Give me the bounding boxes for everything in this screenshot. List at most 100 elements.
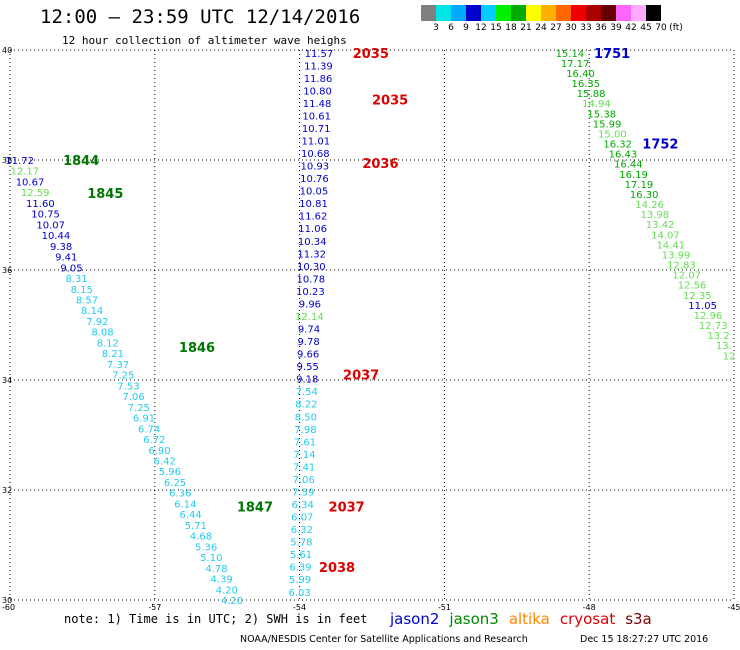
wave-height-value: 10.05	[300, 187, 329, 198]
wave-height-value: 8.22	[295, 400, 317, 411]
wave-height-value: 7.25	[128, 403, 150, 414]
wave-height-value: 15.99	[593, 119, 622, 130]
wave-height-value: 7.59	[292, 487, 314, 498]
wave-height-value: 8.50	[295, 412, 317, 423]
wave-height-value: 10.23	[296, 287, 325, 298]
credit-timestamp: Dec 15 18:27:27 UTC 2016	[580, 634, 709, 645]
legend-swatch	[646, 5, 661, 21]
wave-height-value: 5.71	[185, 521, 207, 532]
x-tick-label: -45	[727, 603, 740, 612]
wave-height-value: 9.78	[297, 337, 319, 348]
wave-height-value: 11.86	[304, 74, 333, 85]
wave-height-value: 10.75	[31, 210, 60, 221]
legend-label: 33	[580, 23, 592, 33]
wave-height-value: 10.44	[42, 231, 71, 242]
satellite-name: jason2	[390, 610, 440, 628]
wave-height-value: 5.96	[159, 467, 181, 478]
legend-label: 9	[463, 23, 469, 33]
wave-height-value: 6.07	[291, 513, 313, 524]
legend-label: 15	[490, 23, 502, 33]
wave-height-value: 15.00	[598, 129, 627, 140]
wave-height-value: 9.18	[296, 375, 318, 386]
wave-height-value: 5.61	[290, 550, 312, 561]
wave-height-value: 12.83	[667, 261, 696, 272]
wave-height-value: 16.43	[609, 150, 638, 161]
legend-swatch	[451, 5, 466, 21]
wave-height-value: 8.21	[102, 349, 124, 360]
legend-label: 24	[535, 23, 547, 33]
pass-time-label: 2035	[353, 47, 389, 62]
wave-height-value: 11.06	[298, 224, 327, 235]
wave-height-value: 16.30	[630, 190, 659, 201]
wave-height-value: 7.54	[296, 387, 318, 398]
wave-height-value: 12.59	[21, 188, 50, 199]
wave-height-value: 16.35	[572, 79, 601, 90]
wave-height-value: 16.44	[614, 160, 643, 171]
wave-height-value: 15.88	[577, 89, 606, 100]
wave-height-value: 11.62	[299, 212, 328, 223]
wave-height-value: 6.90	[148, 446, 170, 457]
wave-height-value: 12.56	[678, 281, 707, 292]
wave-height-value: 10.93	[301, 162, 330, 173]
wave-height-value: 9.41	[55, 253, 77, 264]
wave-height-value: 4.39	[211, 575, 233, 586]
wave-height-value: 10.07	[36, 220, 65, 231]
pass-time-label: 2038	[319, 561, 355, 576]
wave-height-value: 10.71	[302, 124, 331, 135]
page-title: 12:00 — 23:59 UTC 12/14/2016	[40, 6, 361, 28]
pass-time-label: 1751	[594, 47, 630, 62]
wave-height-value: 8.08	[91, 328, 113, 339]
wave-height-value: 5.36	[195, 542, 217, 553]
y-tick-label: 38	[2, 156, 12, 165]
y-tick-label: 40	[2, 46, 12, 55]
wave-height-value: 14.26	[635, 200, 664, 211]
pass-time-label: 1845	[87, 187, 123, 202]
wave-height-value: 11.57	[305, 49, 334, 60]
pass-time-label: 1846	[179, 341, 215, 356]
wave-height-value: 6.91	[133, 414, 155, 425]
wave-height-value: 9.55	[297, 362, 319, 373]
wave-height-value: 6.74	[138, 424, 160, 435]
legend-label: 12	[475, 23, 487, 33]
page-subtitle: 12 hour collection of altimeter wave hei…	[62, 34, 347, 47]
wave-height-value: 6.25	[164, 478, 186, 489]
wave-height-value: 7.06	[293, 475, 315, 486]
legend-label: 30	[565, 23, 577, 33]
wave-height-value: 13.98	[641, 210, 670, 221]
wave-height-value: 10.34	[298, 237, 327, 248]
legend-swatch	[586, 5, 601, 21]
wave-height-value: 13.	[716, 341, 732, 352]
wave-height-value: 13.2	[707, 331, 729, 342]
wave-height-value: 8.14	[81, 306, 103, 317]
legend-label: (ft)	[669, 23, 683, 33]
wave-height-value: 12.17	[11, 167, 40, 178]
wave-height-value: 10.61	[302, 111, 331, 122]
wave-height-value: 14.07	[651, 230, 680, 241]
wave-height-value: 6.39	[289, 563, 311, 574]
wave-height-value: 10.67	[16, 177, 45, 188]
wave-height-value: 14.94	[582, 99, 611, 110]
wave-height-value: 6.42	[154, 456, 176, 467]
pass-time-label: 1847	[237, 501, 273, 516]
satellite-legend: jason2 jason3 altika cryosat s3a	[390, 610, 662, 628]
wave-height-value: 7.92	[86, 317, 108, 328]
wave-height-value: 6.72	[143, 435, 165, 446]
wave-height-value: 7.14	[293, 450, 315, 461]
wave-height-value: 7.61	[294, 437, 316, 448]
legend-swatch	[556, 5, 571, 21]
wave-height-value: 12.73	[699, 321, 728, 332]
wave-height-value: 12.35	[683, 291, 712, 302]
legend-label: 18	[505, 23, 517, 33]
legend-label: 27	[550, 23, 562, 33]
x-tick-label: -51	[438, 603, 451, 612]
x-tick-label: -54	[293, 603, 306, 612]
x-tick-label: -57	[148, 603, 161, 612]
wave-height-value: 10.81	[299, 199, 328, 210]
y-tick-label: 30	[2, 596, 12, 605]
wave-height-value: 11.05	[688, 301, 717, 312]
wave-height-value: 4.78	[205, 564, 227, 575]
legend-label: 36	[595, 23, 607, 33]
wave-height-value: 11.72	[5, 156, 34, 167]
wave-height-value: 8.57	[76, 296, 98, 307]
legend-swatch	[601, 5, 616, 21]
